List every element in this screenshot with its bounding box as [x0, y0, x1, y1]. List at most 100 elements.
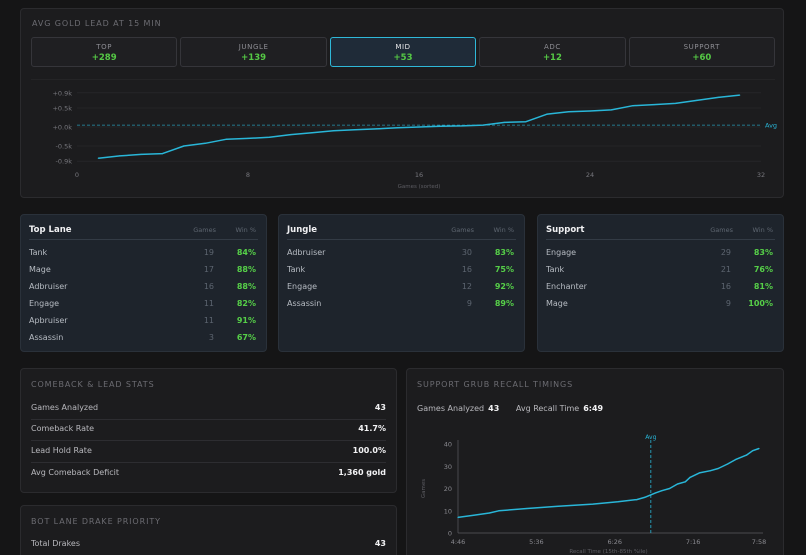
tab-value: +289	[91, 53, 117, 63]
row-name: Adbruiser	[29, 282, 68, 291]
row-win: 67%	[236, 333, 256, 342]
tab-name: SUPPORT	[683, 43, 720, 51]
y-tick-label: 20	[444, 485, 452, 493]
x-tick-label: 7:58	[752, 538, 767, 546]
games-analyzed-label: Games Analyzed	[417, 404, 485, 413]
data-point	[568, 111, 570, 113]
tab-jungle[interactable]: JUNGLE +139	[180, 37, 327, 67]
drake-title: BOT LANE DRAKE PRIORITY	[31, 517, 161, 526]
data-point	[375, 128, 377, 130]
x-tick-label: 8	[246, 171, 250, 179]
tab-top[interactable]: TOP +289	[31, 37, 178, 67]
data-point	[525, 121, 527, 123]
row-name: Assassin	[29, 333, 64, 342]
data-point	[698, 472, 701, 474]
data-point	[140, 153, 142, 155]
x-tick-label: 24	[586, 171, 594, 179]
data-point	[97, 157, 99, 159]
games-analyzed-value: 43	[488, 404, 500, 413]
x-tick-label: 0	[75, 171, 79, 179]
row-win: 92%	[494, 282, 514, 291]
stat-label: Games Analyzed	[31, 403, 99, 412]
stat-value: 1,360 gold	[338, 468, 386, 477]
row-games: 9	[725, 299, 731, 308]
win-column-header: Win %	[752, 226, 773, 234]
data-point	[717, 467, 719, 470]
stat-row: Avg Comeback Deficit 1,360 gold	[31, 464, 386, 485]
data-point	[397, 127, 399, 129]
win-column-header: Win %	[235, 226, 256, 234]
data-point	[503, 121, 506, 124]
row-games: 21	[720, 265, 731, 274]
x-axis-label: Games (sorted)	[398, 184, 441, 190]
x-axis-label: Recall Time (15th-85th %ile)	[569, 549, 647, 555]
data-point	[727, 463, 729, 465]
grub-summary: Games Analyzed 43 Avg Recall Time 6:49	[417, 404, 603, 413]
table-header: Jungle Games Win %	[287, 224, 516, 240]
data-point	[482, 124, 484, 126]
data-point	[247, 137, 249, 139]
table-row: Assassin 3 67%	[29, 330, 258, 347]
x-tick-label: 6:26	[607, 538, 622, 546]
row-win: 84%	[236, 248, 256, 257]
x-tick-label: 4:46	[451, 538, 466, 546]
gold-lead-panel: AVG GOLD LEAD AT 15 MIN TOP +289 JUNGLE …	[20, 8, 784, 198]
tab-value: +60	[692, 53, 712, 63]
row-win: 88%	[236, 282, 256, 291]
y-tick-label: 40	[444, 441, 452, 449]
data-point	[653, 103, 655, 106]
stat-row: Games Analyzed 43	[31, 399, 386, 420]
table-row: Tank 19 84%	[29, 245, 258, 262]
row-games: 19	[203, 248, 214, 257]
grub-title: SUPPORT GRUB RECALL TIMINGS	[417, 380, 574, 389]
row-win: 88%	[236, 265, 256, 274]
lane-tabs: TOP +289 JUNGLE +139 MID +53 ADC +12 SUP…	[31, 37, 776, 67]
data-point	[654, 492, 657, 494]
row-win: 83%	[753, 248, 773, 257]
row-name: Assassin	[287, 299, 322, 308]
x-tick-label: 32	[757, 171, 765, 179]
row-games: 9	[466, 299, 472, 308]
avg-recall-value: 6:49	[583, 404, 604, 413]
row-win: 100%	[748, 299, 773, 308]
data-point	[311, 132, 313, 134]
games-column-header: Games	[451, 226, 474, 234]
table-row: Engage 29 83%	[546, 245, 775, 262]
table-header: Support Games Win %	[546, 224, 775, 240]
y-axis-label: Games	[421, 479, 427, 498]
row-games: 29	[720, 248, 731, 257]
stat-label: Lead Hold Rate	[31, 446, 92, 455]
data-point	[354, 129, 356, 131]
stat-value: 41.7%	[358, 424, 386, 433]
comeback-stats-panel: COMEBACK & LEAD STATS Games Analyzed 43 C…	[20, 368, 397, 493]
table-row: Tank 16 75%	[287, 262, 516, 279]
avg-reference-label: Avg	[765, 122, 777, 130]
data-point	[418, 126, 420, 128]
row-name: Mage	[29, 265, 51, 274]
row-games: 16	[720, 282, 731, 291]
stat-value: 100.0%	[352, 446, 386, 455]
row-name: Mage	[546, 299, 568, 308]
row-name: Tank	[29, 248, 48, 257]
data-point	[643, 496, 646, 498]
games-column-header: Games	[710, 226, 733, 234]
tab-mid[interactable]: MID +53	[329, 37, 477, 67]
tab-name: MID	[395, 43, 411, 51]
row-win: 82%	[236, 299, 256, 308]
tab-support[interactable]: SUPPORT +60	[628, 37, 776, 67]
row-win: 81%	[753, 282, 773, 291]
tab-adc[interactable]: ADC +12	[479, 37, 626, 67]
comeback-title: COMEBACK & LEAD STATS	[31, 380, 155, 389]
data-point	[674, 102, 677, 105]
data-point	[526, 507, 528, 510]
tab-value: +12	[542, 53, 562, 63]
y-tick-label: 30	[444, 463, 452, 471]
y-tick-label: +0.0k	[52, 124, 72, 132]
gold-lead-title: AVG GOLD LEAD AT 15 MIN	[32, 19, 162, 28]
stat-label: Avg Comeback Deficit	[31, 468, 119, 477]
data-point	[226, 138, 228, 140]
row-win: 89%	[494, 299, 514, 308]
stat-label: Comeback Rate	[31, 424, 95, 433]
grub-recall-panel: SUPPORT GRUB RECALL TIMINGS Games Analyz…	[406, 368, 784, 555]
row-win: 76%	[753, 265, 773, 274]
